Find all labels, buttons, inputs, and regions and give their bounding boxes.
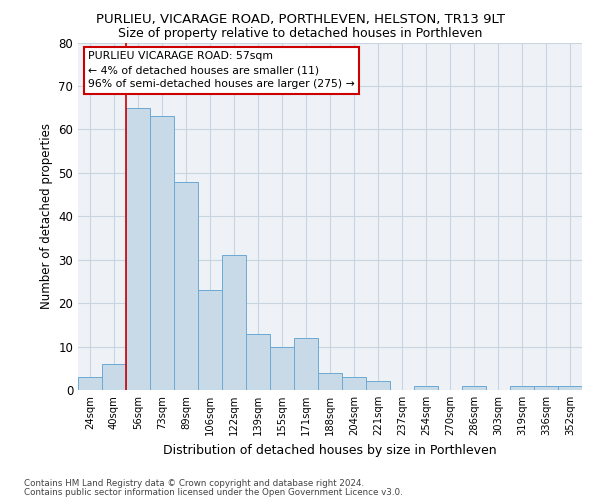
Bar <box>270 346 294 390</box>
Bar <box>150 116 174 390</box>
Bar <box>174 182 198 390</box>
Bar <box>366 382 390 390</box>
Text: Contains public sector information licensed under the Open Government Licence v3: Contains public sector information licen… <box>24 488 403 497</box>
Bar <box>510 386 534 390</box>
Bar <box>414 386 438 390</box>
Y-axis label: Number of detached properties: Number of detached properties <box>40 123 53 309</box>
Text: PURLIEU VICARAGE ROAD: 57sqm
← 4% of detached houses are smaller (11)
96% of sem: PURLIEU VICARAGE ROAD: 57sqm ← 4% of det… <box>88 51 355 89</box>
Bar <box>558 386 582 390</box>
Text: Size of property relative to detached houses in Porthleven: Size of property relative to detached ho… <box>118 28 482 40</box>
X-axis label: Distribution of detached houses by size in Porthleven: Distribution of detached houses by size … <box>163 444 497 456</box>
Text: PURLIEU, VICARAGE ROAD, PORTHLEVEN, HELSTON, TR13 9LT: PURLIEU, VICARAGE ROAD, PORTHLEVEN, HELS… <box>95 12 505 26</box>
Bar <box>342 377 366 390</box>
Bar <box>102 364 126 390</box>
Bar <box>534 386 558 390</box>
Bar <box>246 334 270 390</box>
Bar <box>126 108 150 390</box>
Bar <box>78 377 102 390</box>
Bar <box>462 386 486 390</box>
Bar <box>222 256 246 390</box>
Bar <box>198 290 222 390</box>
Bar <box>294 338 318 390</box>
Bar <box>318 372 342 390</box>
Text: Contains HM Land Registry data © Crown copyright and database right 2024.: Contains HM Land Registry data © Crown c… <box>24 479 364 488</box>
